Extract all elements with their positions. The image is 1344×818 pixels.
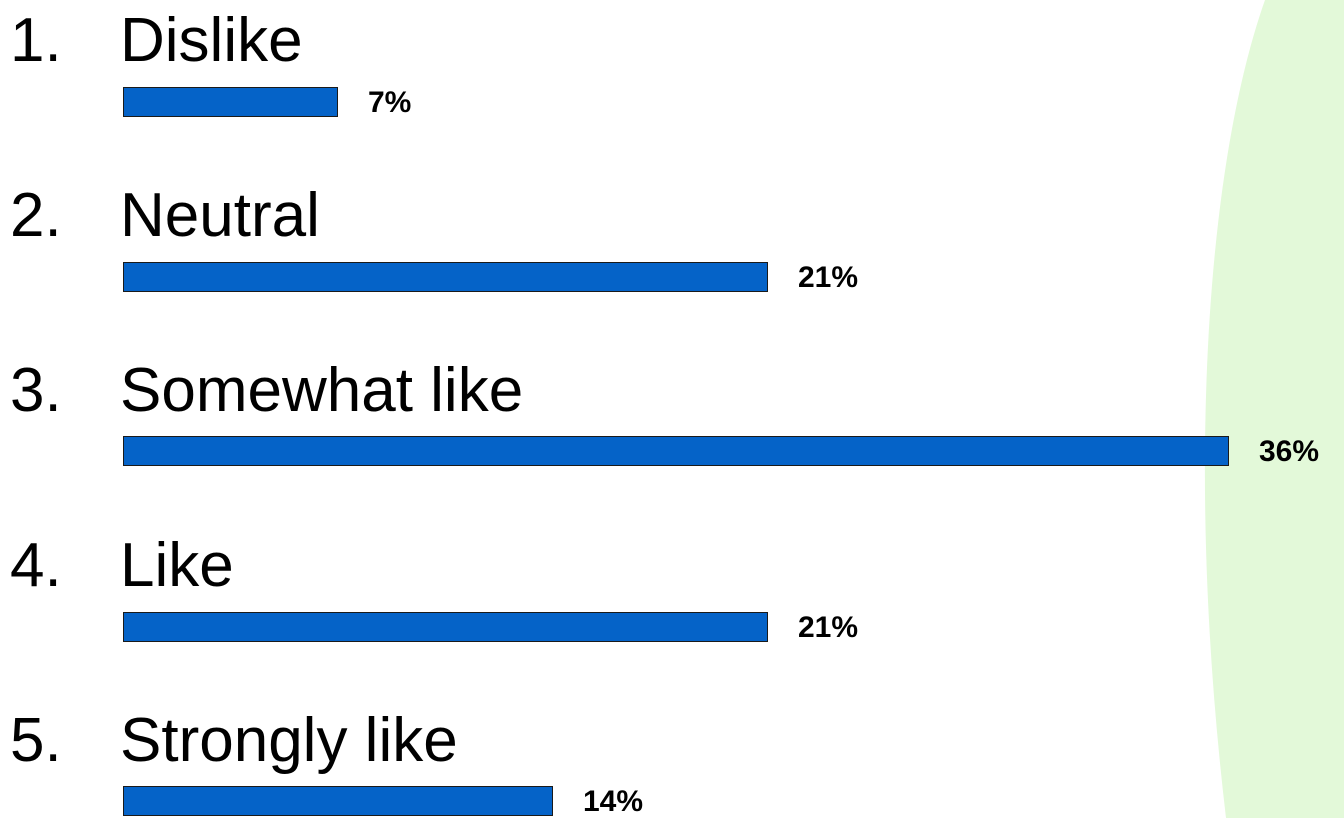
- value-label: 14%: [583, 785, 644, 818]
- bar: [123, 262, 768, 292]
- bar: [123, 786, 553, 816]
- option-number: 3.: [10, 356, 62, 425]
- bar: [123, 87, 338, 117]
- option-number: 1.: [10, 6, 62, 75]
- option-label: 3. Somewhat like: [10, 360, 523, 422]
- value-label: 7%: [368, 86, 412, 119]
- option-label: 4. Like: [10, 535, 234, 597]
- value-label: 36%: [1259, 435, 1320, 468]
- option-number: 5.: [10, 706, 62, 775]
- option-text: Neutral: [120, 181, 320, 250]
- option-text: Like: [120, 531, 234, 600]
- option-text: Dislike: [120, 6, 303, 75]
- option-label: 5. Strongly like: [10, 710, 458, 772]
- bar: [123, 612, 768, 642]
- option-text: Somewhat like: [120, 356, 524, 425]
- option-number: 2.: [10, 181, 62, 250]
- option-label: 2. Neutral: [10, 185, 320, 247]
- option-text: Strongly like: [120, 706, 458, 775]
- option-label: 1. Dislike: [10, 10, 303, 72]
- bar: [123, 436, 1229, 466]
- value-label: 21%: [798, 611, 859, 644]
- option-number: 4.: [10, 531, 62, 600]
- value-label: 21%: [798, 261, 859, 294]
